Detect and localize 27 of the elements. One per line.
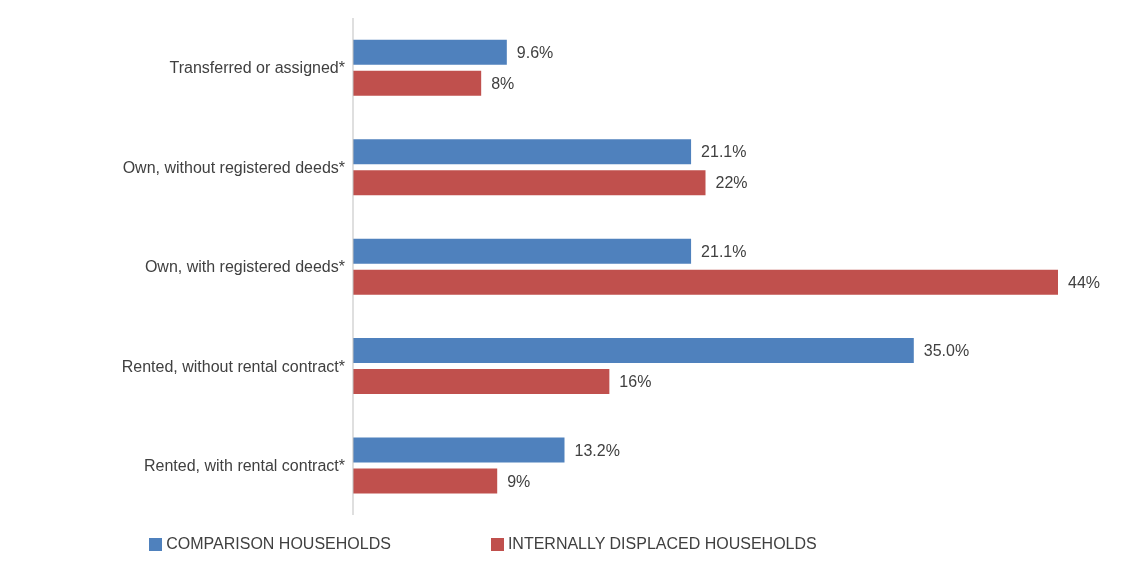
data-label: 35.0%	[923, 342, 970, 360]
legend-label: COMPARISON HOUSEHOLDS	[166, 535, 391, 552]
legend-label: INTERNALLY DISPLACED HOUSEHOLDS	[507, 535, 817, 552]
bar	[353, 70, 482, 96]
bar	[353, 170, 706, 196]
bar	[353, 338, 914, 364]
data-label: 22%	[715, 174, 748, 192]
y-tick-label: Rented, with rental contract*	[144, 456, 345, 474]
data-label: 21.1%	[701, 143, 747, 161]
bar	[353, 238, 692, 264]
data-label: 9.6%	[516, 44, 554, 62]
bar	[353, 369, 610, 395]
y-tick-label: Transferred or assigned*	[169, 59, 345, 77]
data-label: 21.1%	[701, 242, 747, 260]
y-tick-label: Own, with registered deeds*	[144, 258, 345, 276]
bar	[353, 269, 1058, 295]
y-tick-label: Own, without registered deeds*	[122, 158, 345, 176]
bar	[353, 468, 498, 494]
data-label: 44%	[1068, 273, 1101, 291]
y-tick-label: Rented, without rental contract*	[121, 357, 345, 375]
data-label: 9%	[507, 472, 531, 490]
data-label: 8%	[491, 75, 515, 93]
data-label: 16%	[619, 373, 652, 391]
data-label: 13.2%	[574, 441, 620, 459]
bar	[353, 139, 692, 165]
bar	[353, 437, 565, 463]
bar	[353, 39, 507, 65]
